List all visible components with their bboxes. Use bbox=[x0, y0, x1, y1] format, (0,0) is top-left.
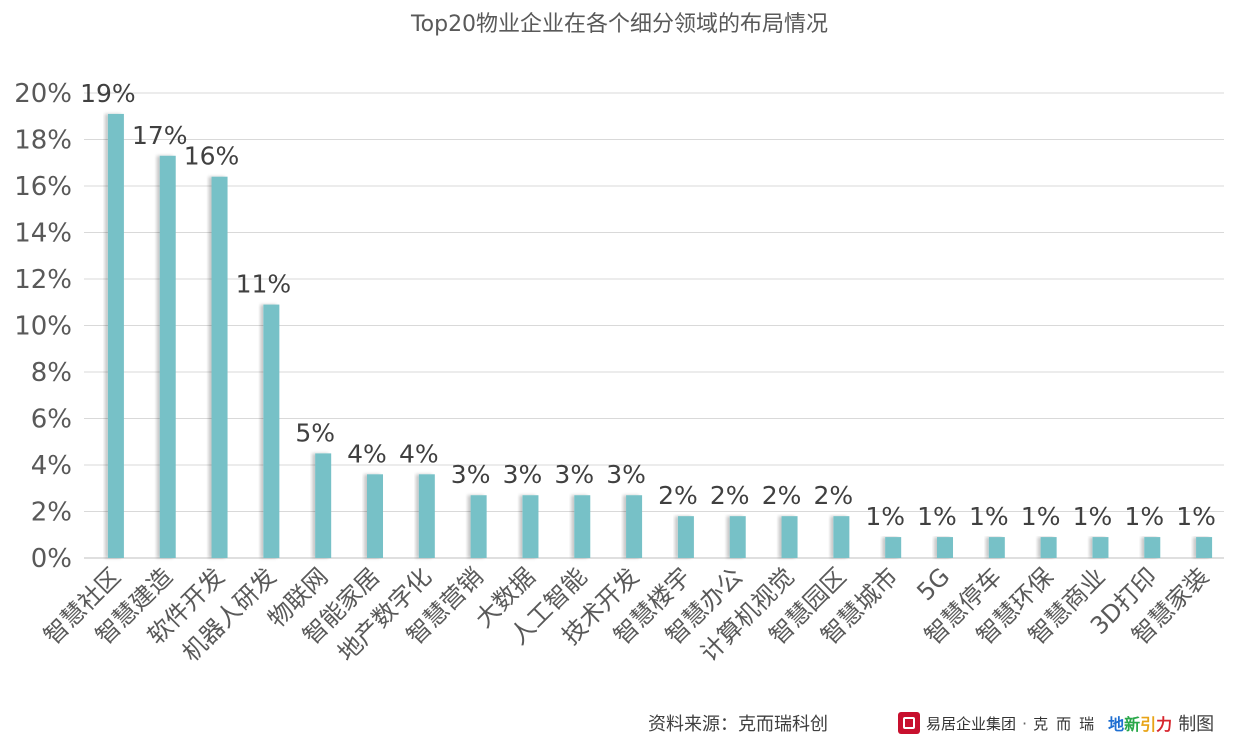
brand-kr: 克而瑞 bbox=[1033, 714, 1103, 733]
x-axis-tick-labels: 智慧社区智慧建造软件开发机器人研发物联网智能家居地产数字化智慧营销大数据人工智能… bbox=[38, 562, 1214, 667]
x-tick-label: 5G bbox=[911, 562, 955, 606]
data-label: 1% bbox=[1176, 502, 1216, 531]
y-tick-label: 10% bbox=[14, 312, 72, 342]
data-label: 1% bbox=[1073, 502, 1113, 531]
bar bbox=[315, 453, 332, 558]
bar bbox=[677, 516, 694, 558]
data-label: 3% bbox=[451, 460, 491, 489]
y-tick-label: 8% bbox=[31, 358, 72, 388]
bar bbox=[1092, 537, 1109, 558]
brand-dyl: 地新引力 bbox=[1108, 711, 1172, 735]
bar bbox=[937, 537, 953, 558]
bar bbox=[885, 537, 902, 558]
y-tick-label: 16% bbox=[14, 172, 72, 202]
y-tick-label: 6% bbox=[31, 405, 72, 435]
brand-name: 易居企业集团 bbox=[926, 714, 1017, 733]
data-label: 2% bbox=[762, 481, 802, 510]
y-tick-label: 2% bbox=[31, 498, 72, 528]
bar bbox=[1040, 537, 1057, 558]
bar bbox=[263, 304, 280, 558]
data-label: 2% bbox=[658, 481, 698, 510]
data-label: 5% bbox=[295, 418, 335, 447]
data-label: 1% bbox=[969, 502, 1009, 531]
data-label: 4% bbox=[399, 439, 439, 468]
y-tick-label: 4% bbox=[31, 451, 72, 481]
brand-dyl-char: 地 bbox=[1108, 715, 1125, 734]
maker-credit: 易居企业集团 · 克而瑞 地新引力 制图 bbox=[898, 708, 1214, 738]
bar bbox=[988, 537, 1005, 558]
y-axis-tick-labels: 0% 2% 4% 6% 8% 10% 12% 14% 16% 18% 20% bbox=[14, 79, 72, 574]
data-labels: 19% 17%16% 11% 5% 4% 4% 3% 3% 3% 3% 2% 2% 2% 2% 1% 1% 1%… bbox=[80, 79, 1216, 531]
brand-separator: · bbox=[1022, 713, 1028, 733]
data-label: 2% bbox=[814, 481, 854, 510]
y-tick-label: 14% bbox=[14, 219, 72, 249]
y-tick-label: 12% bbox=[14, 265, 72, 295]
brand-logo-icon bbox=[898, 712, 920, 734]
bar bbox=[574, 495, 591, 558]
bar bbox=[833, 516, 850, 558]
brand-dyl-char: 力 bbox=[1156, 715, 1173, 734]
data-label: 3% bbox=[606, 460, 646, 489]
bars bbox=[107, 113, 1213, 559]
data-label: 1% bbox=[1124, 502, 1164, 531]
data-label: 17% bbox=[132, 121, 188, 150]
bar bbox=[211, 176, 228, 558]
data-label: 3% bbox=[554, 460, 594, 489]
bar bbox=[1196, 537, 1213, 558]
data-label: 4% bbox=[347, 439, 387, 468]
bar bbox=[367, 474, 383, 558]
brand-dyl-char: 引 bbox=[1140, 715, 1157, 734]
bar bbox=[626, 495, 643, 558]
made-label: 制图 bbox=[1178, 714, 1215, 735]
brand-dyl-char: 新 bbox=[1124, 715, 1141, 734]
data-label: 1% bbox=[1021, 502, 1061, 531]
data-label: 2% bbox=[710, 481, 750, 510]
source-note: 资料来源：克而瑞科创 bbox=[648, 714, 828, 735]
bar bbox=[159, 155, 176, 558]
y-tick-label: 18% bbox=[14, 126, 72, 156]
bar bbox=[470, 495, 487, 558]
bar bbox=[522, 495, 539, 558]
data-label: 1% bbox=[865, 502, 905, 531]
bar bbox=[729, 516, 746, 558]
bar bbox=[1144, 537, 1161, 558]
data-label: 3% bbox=[503, 460, 543, 489]
data-label: 1% bbox=[917, 502, 957, 531]
data-label: 11% bbox=[236, 270, 292, 299]
bar bbox=[781, 516, 798, 558]
chart-title: Top20物业企业在各个细分领域的布局情况 bbox=[410, 12, 829, 37]
bar bbox=[418, 474, 435, 558]
gridlines bbox=[84, 92, 1224, 559]
data-label: 16% bbox=[184, 142, 240, 171]
y-tick-label: 20% bbox=[14, 79, 72, 109]
bar bbox=[107, 113, 124, 559]
y-tick-label: 0% bbox=[31, 544, 72, 574]
data-label: 19% bbox=[80, 79, 136, 108]
